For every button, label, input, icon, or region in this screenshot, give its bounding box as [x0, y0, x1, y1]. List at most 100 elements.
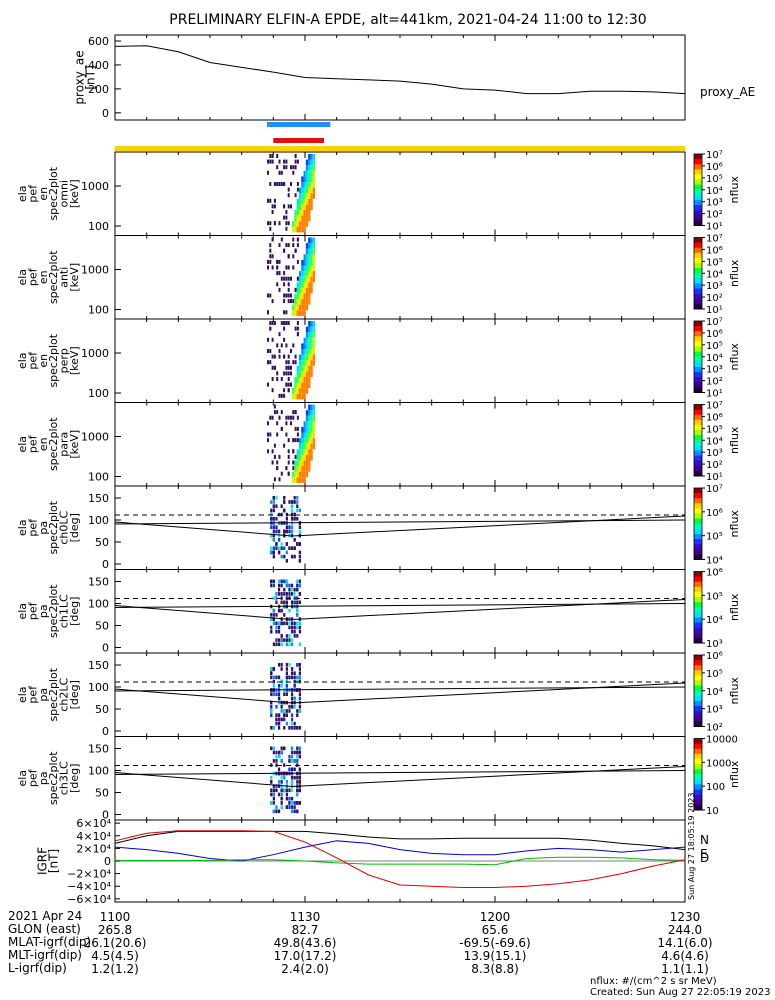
- spec-panel-1-pixel: [287, 187, 290, 192]
- spec-panel-5-pixel: [285, 542, 288, 546]
- spec-panel-2-colorbar-tick-label: 10⁷: [706, 234, 723, 245]
- spec-panel-3-pixel: [283, 354, 286, 359]
- spec-panel-8-pixel: [277, 780, 281, 784]
- spec-panel-4-colorbar-segment: [694, 440, 702, 446]
- spec-panel-1-pixel: [305, 159, 309, 166]
- spec-panel-7-ytick-label: 150: [88, 659, 109, 672]
- spec-panel-7-pixel: [280, 717, 283, 722]
- spec-panel-8-colorbar-segment: [694, 753, 702, 760]
- spec-panel-1-pixel: [296, 198, 299, 205]
- spec-panel-1-pixel: [290, 204, 292, 209]
- ae-axis-label-line: proxy_ae: [72, 50, 86, 104]
- spec-panel-1-pixel: [271, 154, 274, 158]
- spec-panel-4-pixel: [296, 460, 299, 467]
- spec-panel-4-pixel: [312, 415, 316, 422]
- spec-panel-2-pixel: [303, 287, 306, 294]
- spec-panel-1-colorbar-label: nflux: [728, 176, 741, 204]
- igrf-ytick-label: −4×10⁴: [67, 880, 111, 893]
- spec-panel-2-pixel: [312, 254, 316, 260]
- spec-panel-6-colorbar-segment: [694, 586, 702, 593]
- spec-panel-1-pixel: [308, 154, 311, 160]
- spec-panel-8-pixel: [275, 750, 278, 755]
- spec-panel-2-pixel: [308, 282, 311, 288]
- spec-panel-4-pixel: [308, 415, 311, 422]
- spec-panel-3-pixel: [296, 321, 299, 325]
- spec-panel-2-colorbar-tick-label: 10⁵: [706, 257, 723, 268]
- spec-panel-1-pixel: [294, 159, 297, 164]
- spec-panel-1-colorbar-tick-label: 10¹: [706, 222, 723, 233]
- spec-panel-3-pixel: [296, 382, 299, 389]
- spec-panel-4-colorbar-segment: [694, 414, 702, 421]
- spec-panel-1-pixel: [305, 198, 309, 205]
- spec-panel-2-colorbar-segment: [694, 237, 702, 244]
- spec-panel-5-colorbar-segment: [694, 539, 702, 545]
- spec-panel-1-pixel: [271, 210, 274, 214]
- spec-panel-8-ytick-label: 0: [102, 809, 109, 822]
- spec-panel-3-pixel: [276, 343, 279, 348]
- spec-panel-6-pixel: [293, 596, 296, 600]
- spec-panel-5-colorbar-segment: [694, 523, 702, 530]
- spec-panel-4-pixel: [296, 454, 299, 461]
- spec-panel-5-pixel: [270, 500, 273, 504]
- spec-panel-6-pixel: [283, 600, 286, 605]
- spec-panel-3-pixel: [305, 360, 309, 366]
- spec-panel-6-pixel: [275, 642, 278, 647]
- spec-panel-7-colorbar-label: nflux: [728, 677, 741, 705]
- spec-panel-4-pixel: [298, 454, 302, 461]
- spec-panel-8-pixel: [277, 784, 281, 788]
- spec-panel-1-pixel: [269, 154, 272, 158]
- spec-panel-3-axis-label-line: spec2plot: [47, 333, 60, 387]
- spec-panel-1-pixel: [310, 176, 313, 182]
- spec-panel-5-pixel: [270, 533, 273, 538]
- footer-cell: 1130: [290, 910, 321, 924]
- spec-panel-7-pixel: [293, 671, 296, 675]
- spec-panel-2-pixel: [310, 287, 313, 294]
- spec-panel-2-colorbar-label-text: nflux: [728, 259, 741, 287]
- spec-panel-6-colorbar-tick-label: 10⁶: [706, 568, 723, 579]
- spec-panel-6-pixel: [298, 629, 301, 634]
- spec-panel-3-pixel: [305, 337, 309, 344]
- spec-panel-3-pixel: [285, 371, 288, 376]
- spec-panel-4-pixel: [296, 432, 299, 437]
- spec-panel-4-pixel: [308, 454, 311, 461]
- spec-panel-2-pixel: [296, 310, 299, 316]
- spec-panel-4-pixel: [283, 443, 286, 448]
- spec-panel-1-pixel: [308, 193, 311, 199]
- spec-panel-1-pixel: [310, 159, 313, 166]
- spec-panel-1-axis-label-line: omni: [58, 180, 71, 207]
- spec-panel-6-pixel: [280, 634, 283, 638]
- spec-panel-3-pixel: [290, 365, 292, 370]
- spec-panel-5-pixel: [277, 533, 281, 538]
- spec-panel-2-pixel: [310, 282, 313, 288]
- spec-panel-2-colorbar-segment: [694, 263, 702, 269]
- spec-panel-4-pixel: [267, 421, 269, 426]
- spec-panel-8-colorbar-segment: [694, 769, 702, 775]
- spec-panel-3-pixel: [310, 337, 313, 344]
- spec-panel-3-pixel: [305, 371, 309, 377]
- spec-panel-1-ytick-label: 100: [88, 220, 109, 233]
- spec-panel-6-ytick-label: 50: [95, 620, 109, 633]
- spec-panel-8-pixel: [272, 796, 275, 801]
- spec-panel-5-colorbar-segment: [694, 533, 702, 540]
- spec-panel-2-pixel: [298, 287, 302, 294]
- spec-panel-3-pixel: [285, 360, 288, 365]
- spec-panel-8-pixel: [270, 788, 273, 793]
- spec-panel-8-pixel: [290, 775, 294, 780]
- spec-panel-3-pixel: [292, 393, 295, 400]
- spec-panel-3-pixel: [287, 377, 290, 381]
- spec-panel-2-pixel: [287, 282, 290, 287]
- spec-panel-2-pixel: [285, 293, 288, 298]
- spec-panel-8-pixel: [298, 750, 301, 755]
- spec-panel-5-pixels: [270, 496, 301, 563]
- spec-panel-5-pixel: [277, 529, 281, 534]
- spec-panel-2-pixel: [292, 265, 295, 270]
- spec-panel-2-pixel: [290, 276, 292, 281]
- spec-panel-3-pixel: [305, 365, 309, 372]
- spec-panel-5-pixel: [277, 546, 281, 550]
- spec-panel-4-pixel: [276, 421, 279, 426]
- spec-panel-4-pixel: [269, 432, 272, 437]
- spec-panel-1-colorbar-tick-label: 10⁵: [706, 174, 723, 185]
- spec-panel-4-pixel: [310, 443, 313, 450]
- spec-panel-2-colorbar-tick-label: 10⁶: [706, 245, 723, 256]
- spec-panel-3-pixel: [312, 360, 316, 366]
